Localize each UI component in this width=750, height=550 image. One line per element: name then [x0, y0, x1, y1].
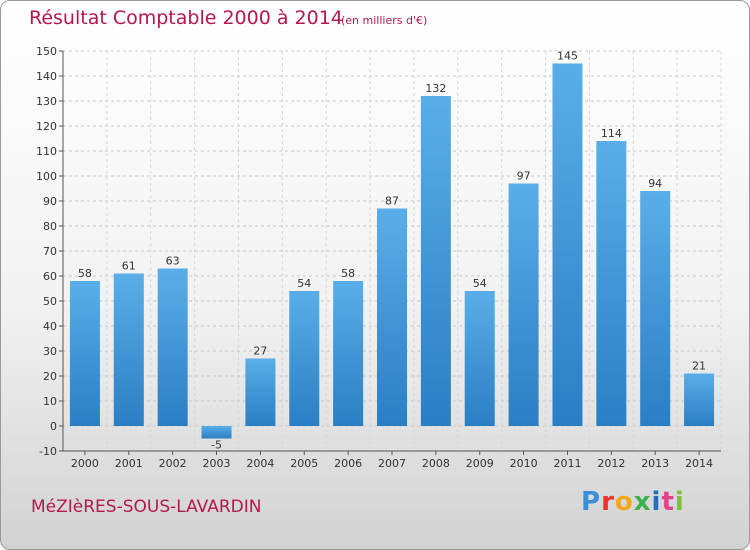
x-tick-label: 2006	[334, 457, 362, 470]
bar-value-label: 145	[557, 50, 578, 63]
bar-value-label: 114	[601, 127, 622, 140]
y-tick-label: 140	[36, 70, 57, 83]
x-tick-label: 2004	[246, 457, 274, 470]
y-tick-label: 100	[36, 170, 57, 183]
bar	[113, 273, 144, 426]
x-tick-label: 2013	[641, 457, 669, 470]
bar-value-label: -5	[211, 439, 222, 452]
bar	[157, 268, 188, 426]
x-tick-label: 2001	[115, 457, 143, 470]
x-tick-label: 2007	[378, 457, 406, 470]
bar	[69, 281, 100, 426]
bar	[596, 141, 627, 426]
chart-unit-note: (en milliers d'€)	[341, 14, 428, 27]
y-tick-label: 70	[43, 245, 57, 258]
bar-value-label: 27	[253, 345, 267, 358]
bar-value-label: 58	[78, 267, 92, 280]
bar-value-label: 21	[692, 360, 706, 373]
x-tick-label: 2014	[685, 457, 713, 470]
y-tick-label: 120	[36, 120, 57, 133]
y-tick-label: 90	[43, 195, 57, 208]
bar-value-label: 63	[166, 255, 180, 268]
bar-value-label: 97	[517, 170, 531, 183]
y-tick-label: 60	[43, 270, 57, 283]
x-tick-label: 2003	[203, 457, 231, 470]
y-tick-label: 130	[36, 95, 57, 108]
bar-value-label: 87	[385, 195, 399, 208]
x-tick-label: 2002	[159, 457, 187, 470]
bar	[640, 191, 671, 426]
logo-letter: i	[651, 487, 662, 517]
x-tick-label: 2000	[71, 457, 99, 470]
bar	[552, 63, 583, 426]
bar	[289, 291, 320, 426]
bar-value-label: 61	[122, 260, 136, 273]
logo-letter: o	[614, 487, 634, 517]
y-tick-label: 10	[43, 395, 57, 408]
bar	[508, 183, 539, 426]
bar	[377, 208, 407, 426]
bar-value-label: 94	[648, 177, 662, 190]
labels: -10 0 10 20 30 40 50 60 70 80 90 100 110 120 130 140 150…	[36, 45, 713, 470]
bar	[684, 373, 715, 426]
bar-value-label: 58	[341, 267, 355, 280]
place-name: MéZIèRES-SOUS-LAVARDIN	[31, 497, 262, 517]
x-tick-label: 2012	[597, 457, 625, 470]
bar	[201, 426, 232, 439]
bar	[245, 358, 276, 426]
x-tick-label: 2005	[290, 457, 318, 470]
x-tick-label: 2011	[553, 457, 581, 470]
logo-letter: x	[633, 487, 652, 517]
proxiti-logo[interactable]: Proxiti	[581, 487, 685, 517]
y-tick-label: 80	[43, 220, 57, 233]
x-tick-label: 2008	[422, 457, 450, 470]
y-tick-label: 150	[36, 45, 57, 58]
bar	[333, 281, 364, 426]
bars	[69, 63, 715, 439]
bar-value-label: 132	[425, 82, 446, 95]
y-tick-label: 50	[43, 295, 57, 308]
chart-title: Résultat Comptable 2000 à 2014	[29, 7, 343, 29]
bar-value-label: 54	[297, 277, 311, 290]
logo-letter: i	[674, 487, 685, 517]
x-tick-label: 2010	[510, 457, 538, 470]
logo-letter: t	[661, 487, 675, 517]
bar-value-label: 54	[473, 277, 487, 290]
bar	[420, 96, 451, 426]
y-tick-label: 20	[43, 370, 57, 383]
y-tick-label: 0	[50, 420, 57, 433]
bar	[464, 291, 495, 426]
y-tick-label: 40	[43, 320, 57, 333]
axes	[59, 50, 721, 455]
y-tick-label: 30	[43, 345, 57, 358]
y-tick-label: 110	[36, 145, 57, 158]
logo-letter: P	[581, 487, 602, 517]
y-tick-label: -10	[39, 445, 57, 458]
logo-letter: r	[601, 487, 615, 517]
x-tick-label: 2009	[466, 457, 494, 470]
